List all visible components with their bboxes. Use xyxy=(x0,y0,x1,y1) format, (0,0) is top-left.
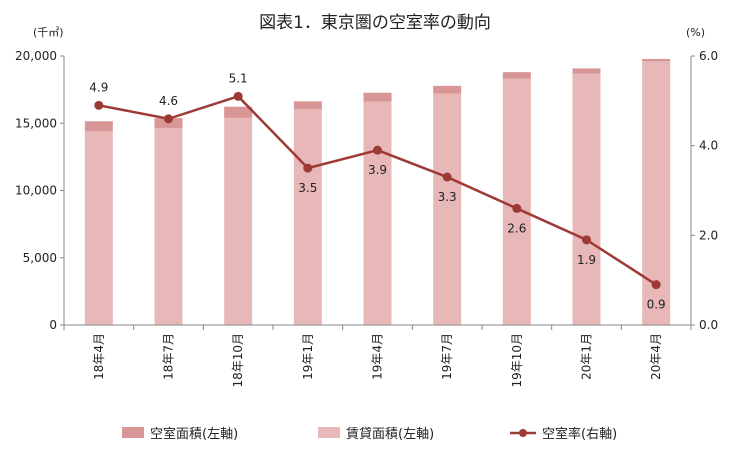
left-tick-label: 0 xyxy=(49,318,57,332)
legend-label: 賃貸面積(左軸) xyxy=(346,426,434,442)
legend-marker xyxy=(519,429,527,437)
chart-title: 図表1．東京圏の空室率の動向 xyxy=(259,13,491,33)
vacancy-rate-point xyxy=(303,163,313,173)
line-series-group: 4.9 4.6 5.1 3.5 3.9 3.3 2.6 1.9 0.9 xyxy=(89,71,665,311)
left-axis-unit: (千㎡) xyxy=(33,26,64,39)
vacancy-rate-data-label: 4.9 xyxy=(89,80,108,94)
axes-group: 0 5,000 10,000 15,000 20,000 0.0 2.0 4.0 6.0 18年4… xyxy=(15,49,718,388)
vacancy-rate-data-label: 5.1 xyxy=(229,71,248,85)
left-tick-label: 20,000 xyxy=(15,49,57,63)
vacancy-rate-data-label: 4.6 xyxy=(159,94,178,108)
right-tick-label: 0.0 xyxy=(699,318,718,332)
vacancy-rate-data-label: 1.9 xyxy=(577,253,596,267)
right-axis-unit: (%) xyxy=(686,26,705,39)
bar-vacant-area xyxy=(433,85,462,94)
bar-rented-area xyxy=(502,78,531,326)
category-label: 19年1月 xyxy=(301,333,315,380)
vacancy-rate-point xyxy=(651,280,661,290)
category-label: 18年10月 xyxy=(231,333,245,388)
vacancy-rate-point xyxy=(373,145,382,155)
category-label: 20年1月 xyxy=(580,333,594,380)
legend: 空室面積(左軸) 賃貸面積(左軸) 空室率(右軸) xyxy=(122,426,617,442)
bar-rented-area xyxy=(293,109,322,325)
bar-rented-area xyxy=(224,117,253,326)
left-tick-label: 10,000 xyxy=(15,184,57,198)
vacancy-rate-point xyxy=(233,91,243,101)
vacancy-rate-point xyxy=(94,100,104,110)
vacancy-rate-data-label: 2.6 xyxy=(507,221,526,235)
bar-vacant-area xyxy=(363,92,392,102)
bar-rented-area xyxy=(84,131,113,325)
vacancy-rate-data-label: 0.9 xyxy=(647,298,666,312)
category-label: 19年7月 xyxy=(440,333,454,380)
category-label: 18年4月 xyxy=(92,333,106,380)
left-tick-label: 5,000 xyxy=(23,251,57,265)
vacancy-rate-point xyxy=(582,235,591,245)
bar-vacant-area xyxy=(502,72,531,79)
right-tick-label: 6.0 xyxy=(699,49,718,63)
vacancy-rate-data-label: 3.9 xyxy=(368,163,387,177)
vacancy-rate-point xyxy=(512,203,522,213)
bar-series-group xyxy=(84,58,671,326)
left-tick-label: 15,000 xyxy=(15,116,57,130)
bar-rented-area xyxy=(572,73,601,325)
bar-rented-area xyxy=(433,93,462,325)
vacancy-rate-point xyxy=(164,114,173,124)
category-label: 19年10月 xyxy=(510,333,524,388)
bar-vacant-area xyxy=(224,106,253,118)
right-tick-label: 4.0 xyxy=(699,139,718,153)
legend-swatch xyxy=(122,427,144,438)
vacancy-rate-data-label: 3.3 xyxy=(438,190,457,204)
bar-rented-area xyxy=(154,127,183,326)
right-tick-label: 2.0 xyxy=(699,228,718,242)
legend-label: 空室率(右軸) xyxy=(542,426,617,442)
bar-vacant-area xyxy=(642,58,671,62)
bar-vacant-area xyxy=(84,121,113,132)
legend-swatch xyxy=(318,427,340,438)
vacancy-rate-point xyxy=(442,172,452,182)
bar-vacant-area xyxy=(293,101,322,110)
category-label: 18年7月 xyxy=(162,333,176,380)
bar-rented-area xyxy=(363,101,392,325)
vacancy-rate-data-label: 3.5 xyxy=(298,181,317,195)
category-label: 20年4月 xyxy=(649,333,663,380)
category-label: 19年4月 xyxy=(371,333,385,380)
legend-label: 空室面積(左軸) xyxy=(150,426,238,442)
bar-vacant-area xyxy=(572,68,601,74)
